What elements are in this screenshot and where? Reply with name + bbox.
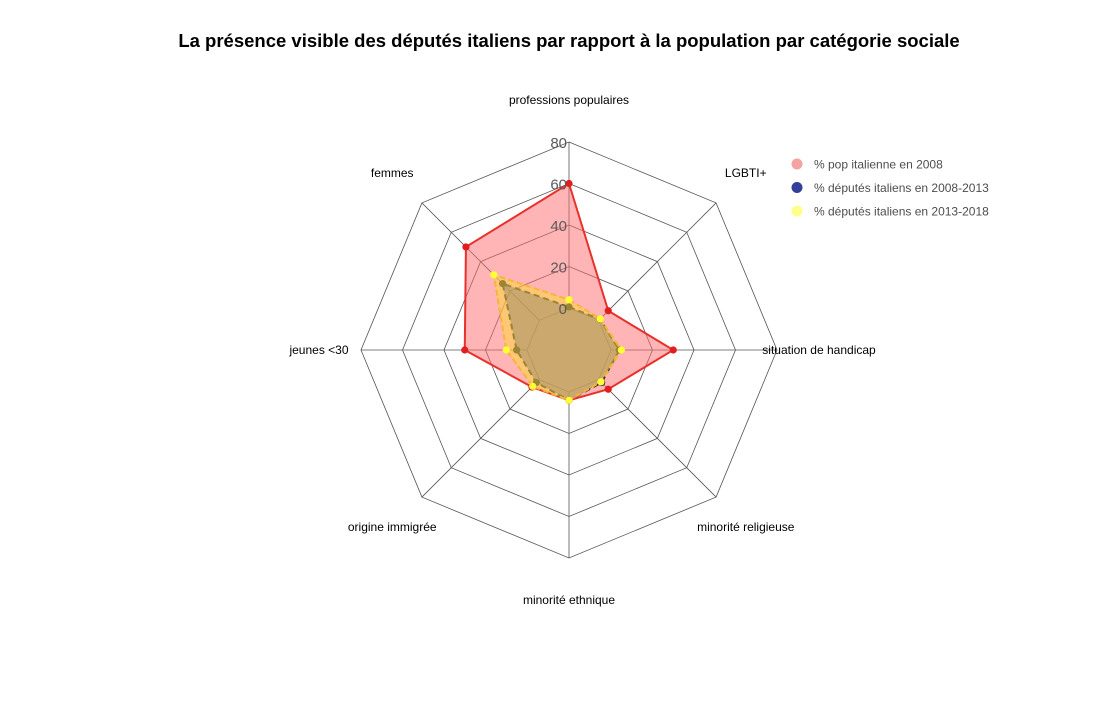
legend-swatch bbox=[791, 205, 803, 217]
data-point bbox=[462, 243, 470, 251]
data-point bbox=[502, 346, 510, 354]
tick-label: 80 bbox=[550, 135, 567, 152]
legend: % pop italienne en 2008 % députés italien… bbox=[791, 158, 989, 219]
radar-tick-labels: 0 20 40 60 80 bbox=[550, 135, 567, 318]
data-point bbox=[604, 385, 612, 393]
legend-label: % députés italiens en 2008-2013 bbox=[814, 181, 989, 195]
grid-spoke bbox=[598, 202, 717, 321]
grid-spoke bbox=[598, 379, 717, 498]
data-point bbox=[529, 382, 537, 390]
data-point bbox=[565, 396, 573, 404]
axis-label: situation de handicap bbox=[762, 343, 876, 357]
tick-label: 0 bbox=[559, 301, 567, 318]
grid-spoke bbox=[421, 379, 540, 498]
legend-swatch bbox=[791, 158, 803, 170]
data-point bbox=[597, 378, 605, 386]
axis-label: minorité religieuse bbox=[697, 520, 795, 534]
legend-label: % pop italienne en 2008 bbox=[814, 158, 943, 172]
tick-label: 20 bbox=[550, 260, 567, 277]
data-point bbox=[596, 315, 604, 323]
data-point bbox=[565, 179, 573, 188]
data-point bbox=[604, 307, 612, 315]
tick-label: 60 bbox=[550, 177, 567, 194]
data-point bbox=[490, 271, 498, 279]
chart-title: La présence visible des députés italiens… bbox=[178, 30, 959, 51]
data-point bbox=[669, 346, 677, 354]
series-area bbox=[493, 274, 622, 401]
data-point bbox=[617, 346, 625, 354]
legend-swatch bbox=[791, 182, 803, 193]
axis-label: origine immigrée bbox=[348, 520, 437, 534]
radar-series-layer bbox=[461, 179, 677, 404]
axis-label: LGBTI+ bbox=[725, 166, 767, 180]
radar-axis-labels: professions populaires LGBTI+ situation de… bbox=[288, 93, 876, 607]
legend-label: % députés italiens en 2013-2018 bbox=[814, 205, 989, 219]
axis-label: femmes bbox=[371, 166, 414, 180]
data-point bbox=[461, 346, 469, 354]
tick-label: 40 bbox=[550, 218, 567, 235]
axis-label: jeunes <30 bbox=[288, 343, 348, 357]
axis-label: minorité ethnique bbox=[523, 593, 615, 607]
axis-label: professions populaires bbox=[509, 93, 629, 107]
series-3 bbox=[490, 271, 625, 404]
data-point bbox=[565, 296, 573, 304]
